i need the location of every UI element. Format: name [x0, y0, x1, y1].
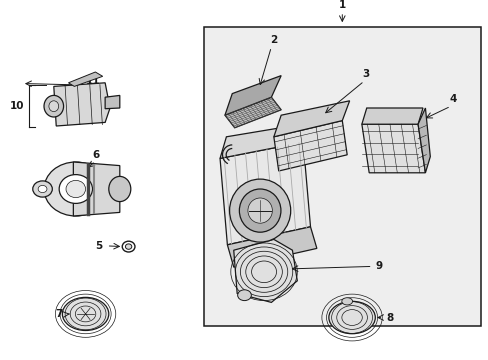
Polygon shape — [105, 95, 120, 109]
Text: 6: 6 — [92, 150, 99, 160]
Ellipse shape — [44, 162, 107, 216]
Text: 1: 1 — [338, 0, 345, 10]
Ellipse shape — [59, 175, 92, 203]
Ellipse shape — [341, 298, 352, 305]
Ellipse shape — [108, 176, 130, 202]
Ellipse shape — [328, 301, 375, 334]
Polygon shape — [417, 108, 429, 173]
Ellipse shape — [49, 101, 59, 112]
Polygon shape — [273, 121, 346, 171]
Polygon shape — [233, 239, 297, 302]
Ellipse shape — [237, 290, 251, 301]
Ellipse shape — [33, 181, 52, 197]
Polygon shape — [227, 227, 316, 267]
Polygon shape — [220, 142, 310, 245]
Polygon shape — [224, 97, 281, 128]
Text: 5: 5 — [95, 241, 102, 251]
Polygon shape — [361, 108, 422, 124]
Text: 10: 10 — [10, 101, 24, 111]
Polygon shape — [220, 122, 312, 158]
Polygon shape — [73, 162, 120, 216]
Polygon shape — [273, 101, 349, 137]
Ellipse shape — [66, 180, 85, 198]
Ellipse shape — [247, 198, 272, 223]
Text: 7: 7 — [55, 309, 62, 319]
Ellipse shape — [38, 185, 47, 193]
Polygon shape — [68, 72, 102, 86]
Text: 3: 3 — [361, 69, 368, 79]
Ellipse shape — [239, 189, 280, 232]
Polygon shape — [54, 83, 110, 126]
Ellipse shape — [122, 241, 135, 252]
Ellipse shape — [125, 244, 132, 249]
Bar — [204, 27, 480, 326]
Text: 11: 11 — [85, 76, 100, 86]
Polygon shape — [361, 124, 425, 173]
Text: 9: 9 — [375, 261, 382, 271]
Text: 4: 4 — [449, 94, 456, 104]
Ellipse shape — [62, 297, 108, 330]
Text: 8: 8 — [386, 312, 393, 323]
Ellipse shape — [44, 95, 63, 117]
Ellipse shape — [229, 179, 290, 242]
Text: 2: 2 — [270, 35, 277, 45]
Polygon shape — [224, 76, 281, 115]
